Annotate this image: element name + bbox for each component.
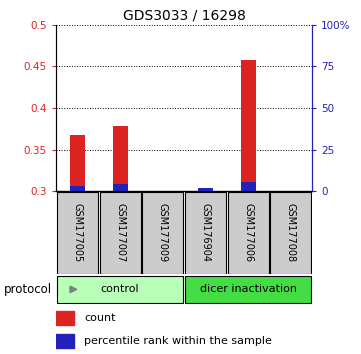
Title: GDS3033 / 16298: GDS3033 / 16298 <box>123 8 245 22</box>
Bar <box>142 192 183 274</box>
Bar <box>56 311 74 325</box>
Text: GSM177006: GSM177006 <box>243 203 253 262</box>
Bar <box>57 192 98 274</box>
Bar <box>100 192 140 274</box>
Text: count: count <box>84 313 116 323</box>
Text: protocol: protocol <box>4 283 52 296</box>
Bar <box>198 188 213 191</box>
Text: GSM177009: GSM177009 <box>158 203 168 262</box>
Text: GSM176904: GSM176904 <box>200 203 210 262</box>
Text: percentile rank within the sample: percentile rank within the sample <box>84 336 272 346</box>
Bar <box>113 184 127 191</box>
Bar <box>70 136 85 191</box>
Bar <box>241 60 256 191</box>
Bar <box>57 276 183 303</box>
Bar <box>56 334 74 348</box>
Bar <box>70 186 85 191</box>
Bar <box>185 276 312 303</box>
Text: dicer inactivation: dicer inactivation <box>200 284 297 295</box>
Bar <box>113 126 127 191</box>
Text: GSM177005: GSM177005 <box>72 203 82 262</box>
Bar <box>185 192 226 274</box>
Text: GSM177007: GSM177007 <box>115 203 125 262</box>
Bar <box>270 192 312 274</box>
Text: control: control <box>101 284 139 295</box>
Text: GSM177008: GSM177008 <box>286 203 296 262</box>
Bar <box>241 182 256 191</box>
Bar <box>228 192 269 274</box>
